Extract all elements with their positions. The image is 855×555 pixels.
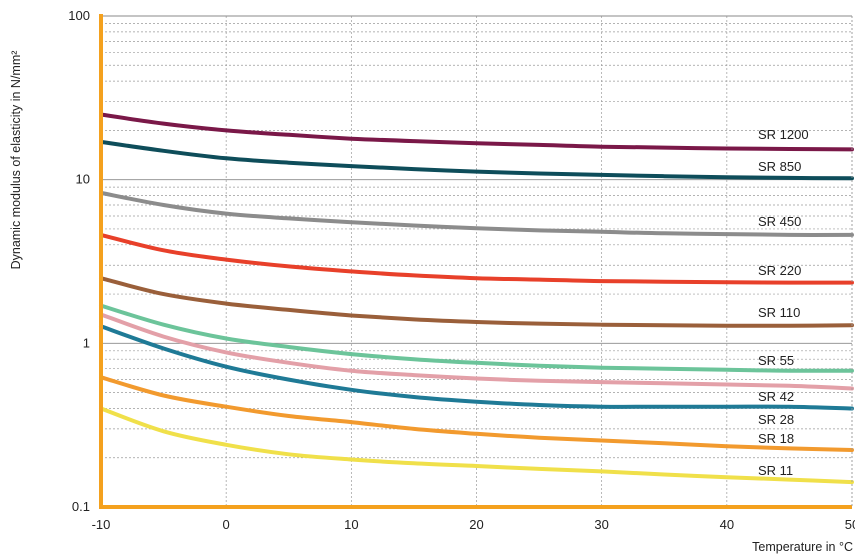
minor-grid bbox=[101, 16, 853, 507]
series-label-sr-110: SR 110 bbox=[758, 305, 800, 320]
series-line-sr-42 bbox=[99, 312, 854, 391]
y-axis-title: Dynamic modulus of elasticity in N/mm² bbox=[9, 51, 23, 270]
series-line-sr-850 bbox=[99, 139, 854, 181]
series-line-sr-1200 bbox=[99, 112, 854, 152]
series-line-sr-110 bbox=[99, 276, 854, 328]
x-axis-title: Temperature in °C bbox=[752, 540, 853, 554]
series-label-sr-18: SR 18 bbox=[758, 431, 794, 446]
y-tick-label: 1 bbox=[83, 335, 90, 350]
y-tick-label: 0.1 bbox=[72, 499, 90, 514]
x-tick-label: 50 bbox=[845, 517, 855, 532]
series-line-sr-28 bbox=[99, 324, 854, 411]
y-tick-label: 10 bbox=[76, 172, 90, 187]
series-lines bbox=[99, 112, 854, 485]
x-tick-label: 10 bbox=[344, 517, 358, 532]
x-tick-label: 0 bbox=[223, 517, 230, 532]
y-tick-labels: 0.1 1 10 100 bbox=[68, 8, 90, 514]
x-tick-label: 30 bbox=[594, 517, 608, 532]
x-tick-label: 20 bbox=[469, 517, 483, 532]
series-line-sr-11 bbox=[99, 406, 854, 485]
series-label-sr-1200: SR 1200 bbox=[758, 127, 809, 142]
series-label-sr-11: SR 11 bbox=[758, 463, 793, 478]
series-label-sr-28: SR 28 bbox=[758, 412, 794, 427]
axes bbox=[99, 14, 853, 509]
x-tick-label: 40 bbox=[720, 517, 734, 532]
series-label-sr-450: SR 450 bbox=[758, 214, 801, 229]
series-labels: SR 1200 SR 850 SR 450 SR 220 SR 110 SR 55 SR 4… bbox=[758, 127, 809, 478]
series-label-sr-220: SR 220 bbox=[758, 263, 801, 278]
y-tick-label: 100 bbox=[68, 8, 90, 23]
series-label-sr-850: SR 850 bbox=[758, 159, 801, 174]
series-label-sr-55: SR 55 bbox=[758, 353, 794, 368]
series-line-sr-55 bbox=[99, 303, 854, 373]
series-line-sr-450 bbox=[99, 190, 854, 237]
series-label-sr-42: SR 42 bbox=[758, 389, 794, 404]
x-tick-labels: -10 0 10 20 30 40 50 bbox=[92, 517, 855, 532]
x-tick-label: -10 bbox=[92, 517, 111, 532]
series-line-sr-220 bbox=[99, 232, 854, 285]
series-line-sr-18 bbox=[99, 375, 854, 452]
